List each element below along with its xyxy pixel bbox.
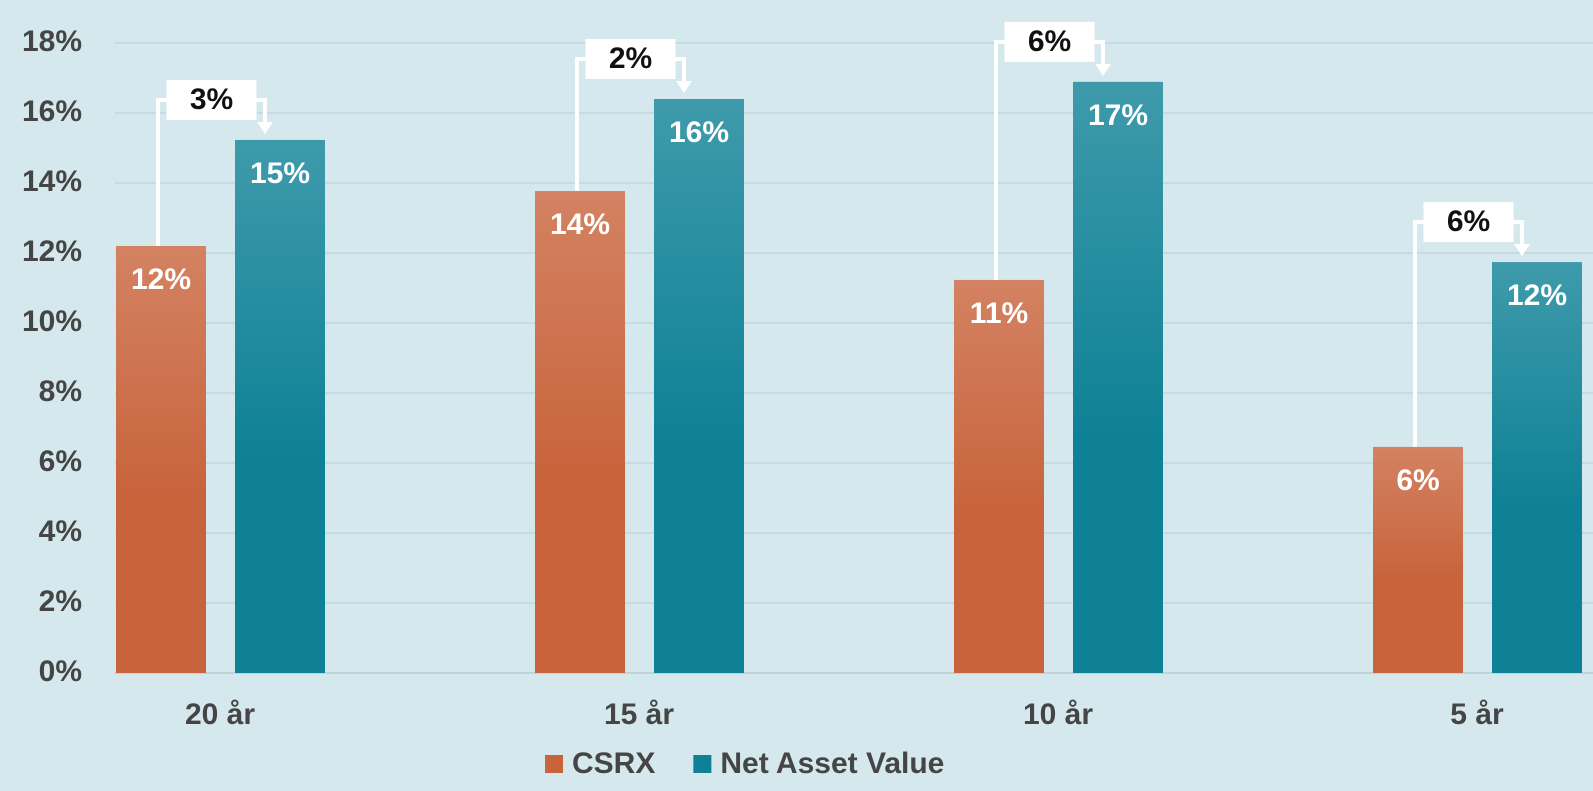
annotation-box: [166, 79, 257, 120]
legend-swatch: [693, 755, 712, 773]
annotation: 6%: [1028, 25, 1071, 58]
annotation-box: [1423, 202, 1514, 243]
annotation-arrow: [1514, 244, 1530, 257]
y-tick-label: 8%: [39, 375, 82, 408]
bar-shade: [1373, 446, 1463, 673]
bar-shade: [1073, 81, 1163, 674]
legend-label: CSRX: [572, 747, 655, 780]
annotation-arrow: [257, 121, 273, 134]
y-tick-label: 18%: [22, 25, 82, 58]
bar-shade: [535, 191, 625, 674]
bar-shade: [954, 279, 1044, 673]
value-label: 16%: [669, 116, 729, 149]
y-tick-label: 6%: [39, 445, 82, 478]
annotation-box: [585, 39, 676, 79]
value-label: 12%: [1507, 279, 1567, 312]
y-tick-label: 0%: [39, 655, 82, 688]
value-label: 15%: [250, 157, 310, 190]
x-tick-label: 10 år: [1023, 698, 1093, 731]
value-label: 11%: [970, 297, 1028, 330]
annotation: 3%: [190, 83, 233, 116]
bar-shade: [654, 99, 744, 673]
y-tick-label: 2%: [39, 585, 82, 618]
annotation: 6%: [1447, 205, 1490, 238]
y-tick-label: 16%: [22, 95, 82, 128]
x-tick-label: 15 år: [604, 698, 674, 731]
bar-shade: [1492, 262, 1582, 673]
y-tick-label: 4%: [39, 515, 82, 548]
value-label: 6%: [1396, 464, 1439, 497]
x-tick-label: 20 år: [185, 698, 255, 731]
y-tick-label: 14%: [22, 165, 82, 198]
annotation-arrow: [676, 81, 692, 93]
bar-shade: [116, 246, 206, 673]
value-label: 17%: [1088, 99, 1148, 132]
y-tick-label: 10%: [22, 305, 82, 338]
annotation-arrow: [1095, 63, 1111, 76]
legend-label: Net Asset Value: [720, 747, 944, 780]
legend-swatch: [545, 755, 563, 773]
value-label: 12%: [131, 263, 191, 296]
value-label: 14%: [550, 208, 610, 241]
annotation-box: [1004, 21, 1095, 62]
annotation: 2%: [609, 42, 652, 75]
x-tick-label: 5 år: [1450, 698, 1504, 731]
bar-shade: [235, 139, 325, 673]
y-tick-label: 12%: [22, 235, 82, 268]
